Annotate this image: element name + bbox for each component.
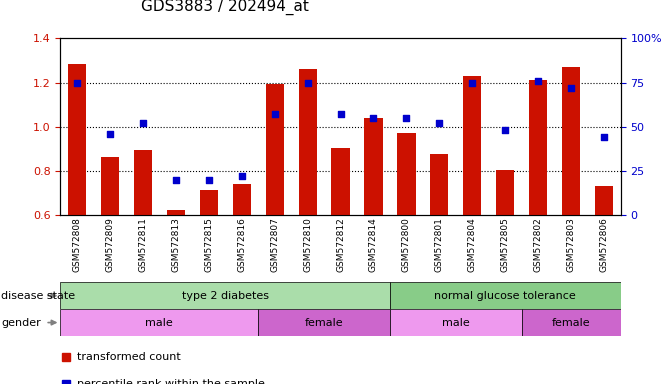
- Point: [599, 134, 609, 141]
- Bar: [430, 154, 448, 215]
- Text: male: male: [146, 318, 173, 328]
- Text: GSM572816: GSM572816: [237, 217, 246, 272]
- Point: [368, 115, 379, 121]
- Text: GSM572813: GSM572813: [171, 217, 180, 272]
- Bar: [390, 309, 522, 336]
- Text: percentile rank within the sample: percentile rank within the sample: [77, 379, 265, 384]
- Bar: [68, 64, 86, 215]
- Text: GSM572800: GSM572800: [402, 217, 411, 272]
- Text: GSM572814: GSM572814: [369, 217, 378, 272]
- Point: [269, 111, 280, 118]
- Bar: [134, 150, 152, 215]
- Text: GSM572808: GSM572808: [72, 217, 81, 272]
- Text: normal glucose tolerance: normal glucose tolerance: [434, 291, 576, 301]
- Point: [533, 78, 544, 84]
- Text: GSM572812: GSM572812: [336, 217, 345, 272]
- Point: [236, 173, 247, 179]
- Bar: [529, 80, 548, 215]
- Point: [203, 177, 214, 183]
- Text: GSM572804: GSM572804: [468, 217, 477, 272]
- Bar: [60, 309, 258, 336]
- Text: transformed count: transformed count: [77, 352, 181, 362]
- Text: GSM572810: GSM572810: [303, 217, 312, 272]
- Bar: [497, 170, 515, 215]
- Bar: [390, 282, 621, 309]
- Bar: [233, 184, 251, 215]
- Point: [434, 120, 445, 126]
- Point: [138, 120, 148, 126]
- Text: female: female: [305, 318, 344, 328]
- Bar: [258, 309, 390, 336]
- Point: [170, 177, 181, 183]
- Text: GSM572802: GSM572802: [533, 217, 543, 272]
- Bar: [331, 148, 350, 215]
- Point: [467, 79, 478, 86]
- Point: [336, 111, 346, 118]
- Text: GSM572806: GSM572806: [600, 217, 609, 272]
- Point: [302, 79, 313, 86]
- Point: [566, 85, 576, 91]
- Bar: [364, 118, 382, 215]
- Bar: [266, 84, 284, 215]
- Text: GSM572805: GSM572805: [501, 217, 510, 272]
- Bar: [299, 70, 317, 215]
- Point: [401, 115, 412, 121]
- Text: GSM572815: GSM572815: [204, 217, 213, 272]
- Text: female: female: [552, 318, 590, 328]
- Bar: [166, 210, 185, 215]
- Text: disease state: disease state: [1, 291, 75, 301]
- Text: GDS3883 / 202494_at: GDS3883 / 202494_at: [141, 0, 309, 15]
- Text: GSM572809: GSM572809: [105, 217, 114, 272]
- Bar: [522, 309, 621, 336]
- Point: [72, 79, 83, 86]
- Point: [105, 131, 115, 137]
- Bar: [397, 133, 415, 215]
- Point: [500, 127, 511, 133]
- Text: GSM572807: GSM572807: [270, 217, 279, 272]
- Bar: [562, 67, 580, 215]
- Bar: [200, 190, 218, 215]
- Bar: [101, 157, 119, 215]
- Text: GSM572801: GSM572801: [435, 217, 444, 272]
- Bar: [595, 186, 613, 215]
- Bar: [60, 282, 390, 309]
- Bar: [463, 76, 481, 215]
- Text: GSM572811: GSM572811: [138, 217, 148, 272]
- Text: GSM572803: GSM572803: [567, 217, 576, 272]
- Text: type 2 diabetes: type 2 diabetes: [182, 291, 268, 301]
- Text: male: male: [442, 318, 470, 328]
- Text: gender: gender: [1, 318, 41, 328]
